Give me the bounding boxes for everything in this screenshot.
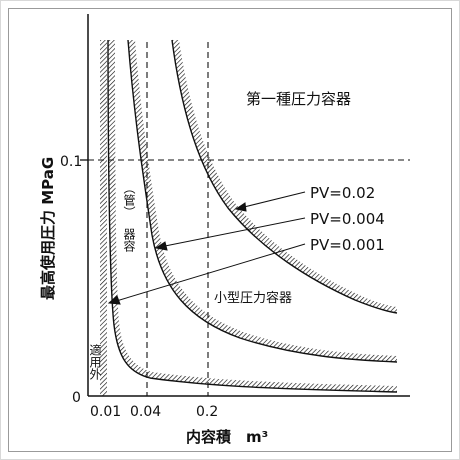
exempt-boundary-hatch	[100, 40, 107, 396]
arrowhead-pv-0.02	[234, 202, 247, 212]
x-tick-label-0.04: 0.04	[130, 404, 161, 420]
curve-pv-0.004	[127, 39, 398, 363]
arrowhead-pv-0.004	[154, 241, 168, 251]
leader-pv-0.004	[159, 217, 306, 248]
region-label-exempt: 適用外	[88, 343, 102, 380]
leader-pv-0.001	[112, 243, 306, 303]
leader-pv-0.02	[239, 191, 306, 209]
curve-label-pv-0.001: PV=0.001	[310, 236, 385, 254]
diagram-title: 第一種圧力容器	[246, 90, 351, 108]
x-axis-label: 内容積 m³	[186, 428, 268, 446]
curve-label-pv-0.004: PV=0.004	[310, 210, 385, 228]
region-label-vessel: 器容	[122, 228, 136, 253]
inner-border	[8, 8, 452, 452]
region-label-vessel-paren: （管）	[122, 182, 136, 218]
region-label-small-vessel: 小型圧力容器	[214, 290, 292, 306]
x-tick-label-0.01: 0.01	[90, 404, 121, 420]
y-tick-label-0.1: 0.1	[60, 154, 82, 170]
y-axis-label: 最高使用圧力 MPaG	[39, 157, 57, 300]
leader-arrows	[107, 191, 306, 305]
arrowhead-pv-0.001	[107, 295, 121, 305]
y-tick-label-0: 0	[72, 390, 81, 406]
curve-pv-0.02	[171, 39, 398, 314]
x-tick-label-0.2: 0.2	[196, 404, 218, 420]
curve-label-pv-0.02: PV=0.02	[310, 184, 375, 202]
curve-pv-0.001	[107, 39, 398, 393]
